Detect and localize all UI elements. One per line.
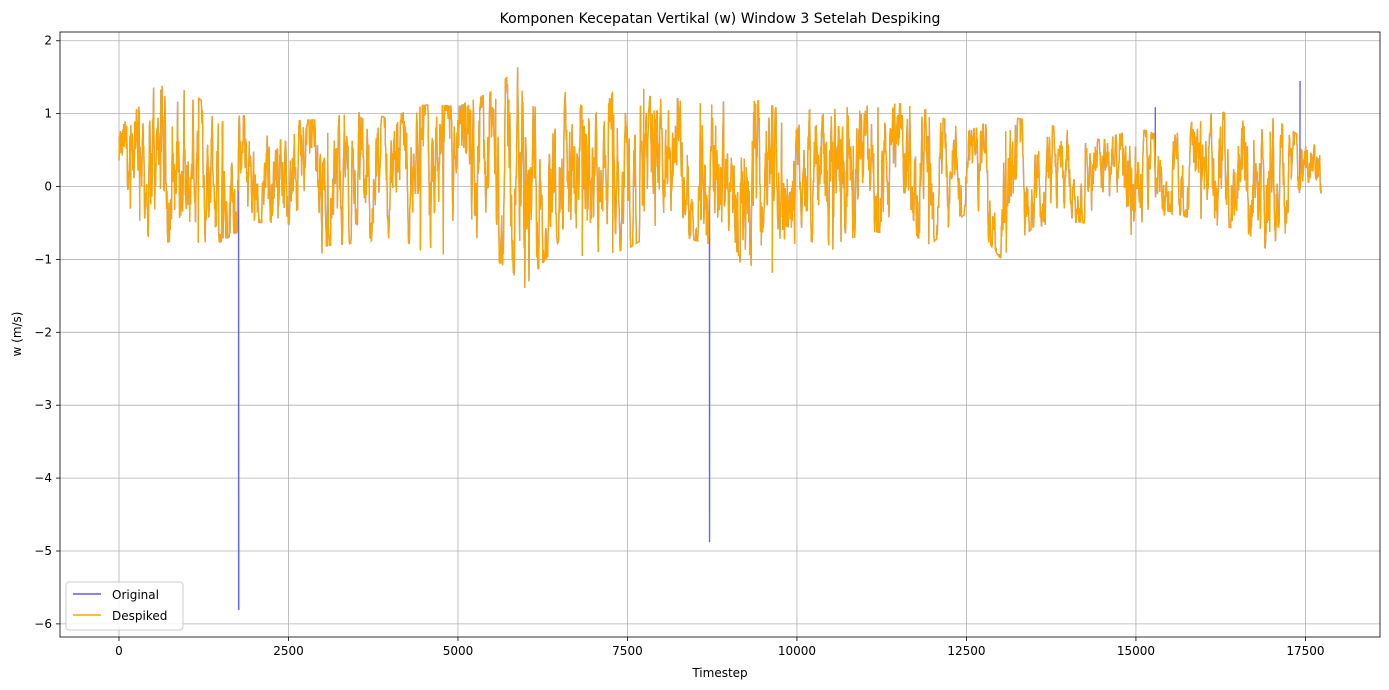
legend-label-despiked: Despiked xyxy=(112,609,167,623)
x-tick-label: 0 xyxy=(115,644,123,658)
y-tick-label: 0 xyxy=(44,180,52,194)
chart-title: Komponen Kecepatan Vertikal (w) Window 3… xyxy=(500,11,941,27)
x-tick-label: 2500 xyxy=(273,644,304,658)
grid-lines xyxy=(60,32,1380,637)
y-tick-label: 2 xyxy=(44,34,52,48)
y-tick-label: −5 xyxy=(34,544,52,558)
plot-frame xyxy=(59,31,1381,638)
x-tick-label: 10000 xyxy=(778,644,816,658)
y-tick-label: −2 xyxy=(34,325,52,339)
x-tick-label: 7500 xyxy=(612,644,643,658)
y-tick-label: −1 xyxy=(34,252,52,266)
y-tick-label: 1 xyxy=(44,107,52,121)
series-lines xyxy=(118,67,1323,610)
legend-label-original: Original xyxy=(112,588,159,602)
x-axis-label: Timestep xyxy=(691,666,747,680)
legend: Original Despiked xyxy=(65,581,184,631)
axis-ticks: 0 2500 5000 7500 10000 12500 15000 17500 −6 −5 −4 −… xyxy=(34,34,1324,658)
x-tick-label: 15000 xyxy=(1117,644,1155,658)
series-line-despiked xyxy=(118,67,1323,288)
y-tick-label: −6 xyxy=(34,617,52,631)
x-tick-label: 5000 xyxy=(443,644,474,658)
x-tick-label: 12500 xyxy=(947,644,985,658)
y-tick-label: −4 xyxy=(34,471,52,485)
x-tick-label: 17500 xyxy=(1286,644,1324,658)
y-axis-label: w (m/s) xyxy=(10,312,24,357)
plot-background xyxy=(60,32,1380,637)
y-tick-label: −3 xyxy=(34,398,52,412)
